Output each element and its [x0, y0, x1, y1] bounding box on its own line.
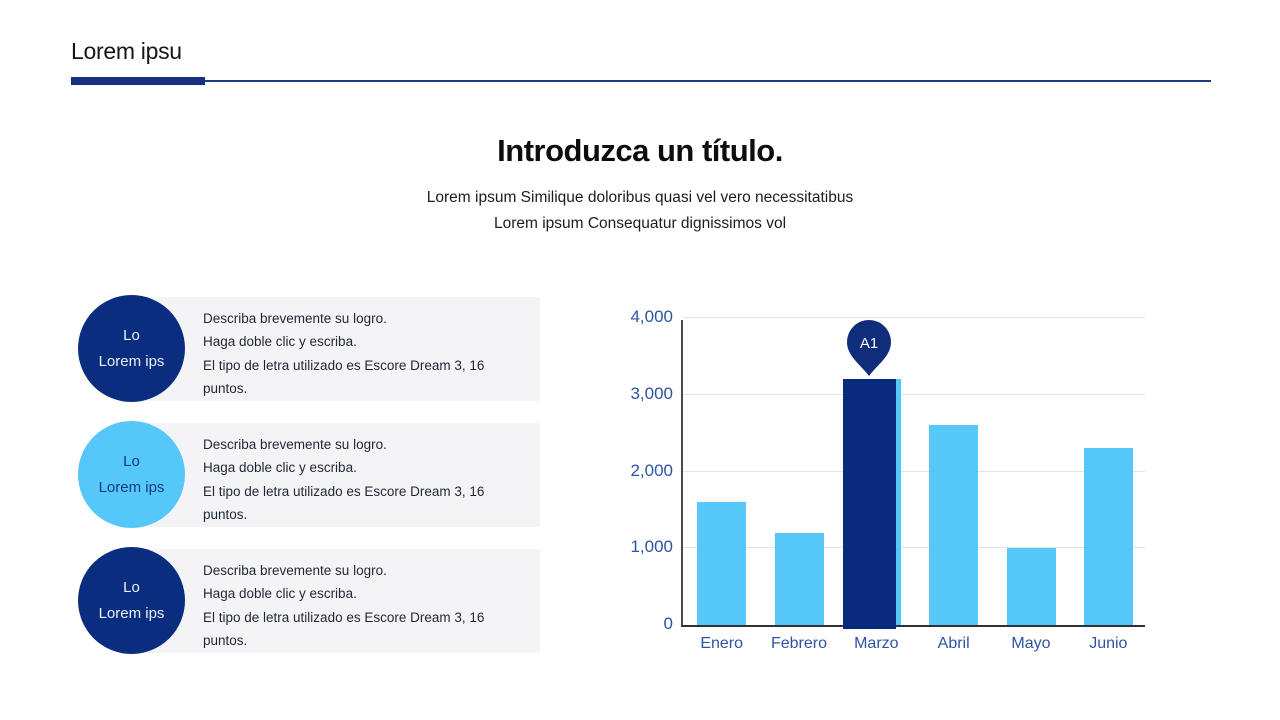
- feature-desc-line: puntos.: [203, 632, 248, 648]
- feature-description-panel[interactable]: Describa brevemente su logro. Haga doble…: [130, 549, 540, 653]
- list-item: Describa brevemente su logro. Haga doble…: [78, 421, 540, 528]
- y-tick-label: 0: [663, 614, 673, 633]
- page-title[interactable]: Lorem ipsu: [71, 38, 182, 64]
- bar-marzo-highlight[interactable]: [842, 379, 896, 629]
- feature-circle[interactable]: Lo Lorem ips: [78, 421, 185, 528]
- slide-heading[interactable]: Introduzca un título.: [497, 133, 783, 168]
- x-label-febrero: Febrero: [770, 635, 827, 652]
- underline-thin-line: [205, 80, 1211, 82]
- x-label-marzo: Marzo: [854, 635, 899, 652]
- bar-junio[interactable]: [1083, 448, 1133, 625]
- bar-enero[interactable]: [697, 502, 747, 625]
- feature-desc-line: Haga doble clic y escriba.: [203, 586, 357, 602]
- bar-chart[interactable]: A1 0 1,000 2,000 3,000 4,000 Enero Febrero Marz…: [630, 307, 1145, 652]
- feature-desc-line: puntos.: [203, 380, 248, 396]
- gridline: [683, 317, 1145, 318]
- x-label-mayo: Mayo: [1011, 635, 1051, 652]
- slide-subtitle-line-2[interactable]: Lorem ipsum Consequatur dignissimos vol: [493, 215, 787, 232]
- title-underline: [71, 77, 1211, 85]
- feature-desc-line: El tipo de letra utilizado es Escore Dre…: [203, 357, 485, 373]
- x-label-enero: Enero: [700, 635, 744, 652]
- circle-label-short: Lo: [123, 578, 140, 596]
- feature-desc-line: Describa brevemente su logro.: [203, 563, 387, 578]
- list-item: Describa brevemente su logro. Haga doble…: [78, 547, 540, 654]
- x-label-abril: Abril: [937, 635, 970, 652]
- feature-desc-line: El tipo de letra utilizado es Escore Dre…: [203, 483, 485, 499]
- slide-subtitle-line-1[interactable]: Lorem ipsum Similique doloribus quasi ve…: [426, 189, 854, 206]
- feature-desc-line: Haga doble clic y escriba.: [203, 334, 357, 350]
- feature-list: Describa brevemente su logro. Haga doble…: [78, 295, 540, 673]
- feature-desc-line: puntos.: [203, 506, 248, 522]
- gridline: [683, 547, 1145, 549]
- y-tick-label: 4,000: [630, 307, 673, 326]
- circle-label: Lorem ips: [98, 478, 165, 496]
- bar-febrero[interactable]: [774, 532, 824, 625]
- circle-label: Lorem ips: [98, 604, 165, 622]
- feature-description-panel[interactable]: Describa brevemente su logro. Haga doble…: [130, 423, 540, 527]
- feature-desc-line: Describa brevemente su logro.: [203, 437, 387, 452]
- bar-mayo[interactable]: [1006, 548, 1056, 625]
- circle-label-short: Lo: [123, 326, 140, 344]
- circle-label-short: Lo: [123, 452, 140, 470]
- list-item: Describa brevemente su logro. Haga doble…: [78, 295, 540, 402]
- feature-description-panel[interactable]: Describa brevemente su logro. Haga doble…: [130, 297, 540, 401]
- annotation-pin[interactable]: A1: [845, 319, 893, 379]
- bar-abril[interactable]: [929, 425, 979, 625]
- x-label-junio: Junio: [1089, 635, 1128, 652]
- circle-label: Lorem ips: [98, 352, 165, 370]
- gridline: [683, 470, 1145, 472]
- y-tick-label: 2,000: [630, 460, 673, 480]
- y-tick-label: 1,000: [630, 537, 673, 557]
- underline-accent-bar: [71, 77, 205, 85]
- feature-circle[interactable]: Lo Lorem ips: [78, 547, 185, 654]
- feature-desc-line: Haga doble clic y escriba.: [203, 460, 357, 476]
- feature-desc-line: El tipo de letra utilizado es Escore Dre…: [203, 609, 485, 625]
- y-tick-label: 3,000: [630, 383, 673, 403]
- feature-desc-line: Describa brevemente su logro.: [203, 311, 387, 326]
- feature-circle[interactable]: Lo Lorem ips: [78, 295, 185, 402]
- gridline: [683, 393, 1145, 395]
- annotation-pin-label: A1: [860, 335, 878, 352]
